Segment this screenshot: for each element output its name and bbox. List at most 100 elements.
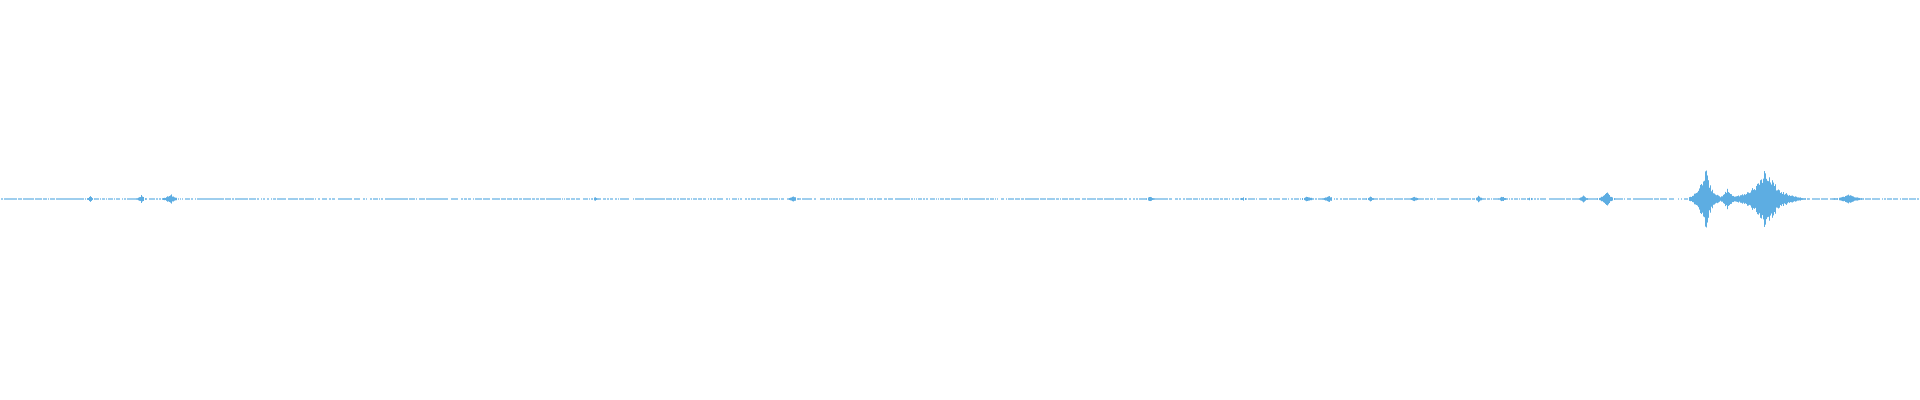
waveform-bar — [763, 198, 764, 200]
waveform-bar — [599, 198, 600, 200]
waveform-bar — [173, 196, 174, 202]
waveform-bar — [1109, 198, 1110, 200]
waveform-bar — [680, 198, 681, 200]
waveform-bar — [1575, 198, 1576, 200]
waveform-bar — [667, 198, 668, 200]
waveform-bar — [1551, 198, 1552, 200]
waveform-bar — [89, 196, 90, 202]
waveform-bar — [1910, 198, 1911, 200]
waveform-bar — [1845, 195, 1846, 203]
waveform-bar — [916, 198, 917, 200]
waveform-bar — [1368, 197, 1369, 201]
waveform-bar — [804, 198, 805, 200]
waveform-bar — [1673, 198, 1674, 200]
waveform-bar — [341, 198, 342, 200]
waveform-bar — [1633, 198, 1634, 200]
waveform-bar — [805, 198, 806, 200]
waveform-bar — [230, 198, 231, 200]
waveform-bar — [239, 198, 240, 200]
waveform-bar — [103, 198, 104, 200]
waveform-bar — [1692, 195, 1693, 203]
waveform-bar — [1294, 198, 1295, 200]
waveform-bar — [1432, 198, 1433, 200]
waveform-bar — [1884, 198, 1885, 200]
waveform-bar — [296, 198, 297, 200]
waveform-bar — [200, 198, 201, 200]
waveform-bar — [534, 198, 535, 200]
waveform-bar — [1775, 184, 1776, 214]
waveform-bar — [1745, 194, 1746, 204]
waveform-bar — [1022, 198, 1023, 200]
waveform-bar — [1048, 198, 1049, 200]
waveform-bar — [1707, 175, 1708, 223]
waveform-bar — [351, 198, 352, 200]
waveform-bar — [1099, 198, 1100, 200]
waveform-bar — [738, 198, 739, 200]
waveform-bar — [145, 198, 146, 200]
waveform-bar — [1494, 198, 1495, 200]
waveform-bar — [215, 198, 216, 200]
waveform-bar — [1586, 198, 1587, 200]
waveform-bar — [1251, 198, 1252, 200]
waveform-bar — [1466, 198, 1467, 200]
waveform-bar — [847, 198, 848, 200]
waveform-bar — [675, 198, 676, 200]
waveform-bar — [1897, 198, 1898, 200]
waveform-bar — [1253, 198, 1254, 200]
waveform-bar — [1158, 198, 1159, 200]
waveform-bar — [997, 198, 998, 200]
waveform-bar — [171, 194, 172, 204]
waveform-bar — [1302, 198, 1303, 200]
waveform-bar — [903, 198, 904, 200]
waveform-bar — [1113, 198, 1114, 200]
waveform-bar — [167, 196, 168, 202]
waveform-bar — [1801, 198, 1802, 200]
waveform-bar — [1384, 198, 1385, 200]
waveform-bar — [1464, 198, 1465, 200]
waveform-bar — [566, 198, 567, 200]
waveform-bar — [1165, 198, 1166, 200]
waveform-bar — [8, 198, 9, 200]
waveform-bar — [1012, 198, 1013, 200]
waveform-bar — [1858, 197, 1859, 201]
waveform-bar — [1896, 198, 1897, 200]
waveform-bar — [1789, 195, 1790, 203]
waveform-bar — [1283, 198, 1284, 200]
waveform-bar — [1235, 198, 1236, 200]
waveform-bar — [1033, 198, 1034, 200]
waveform-bar — [752, 198, 753, 200]
waveform-bar — [1534, 198, 1535, 200]
waveform-bar — [1608, 193, 1609, 205]
waveform-bar — [1666, 198, 1667, 200]
waveform-bar — [92, 198, 93, 200]
waveform-bar — [1902, 198, 1903, 200]
waveform-bar — [1731, 194, 1732, 204]
waveform-bar — [1133, 198, 1134, 200]
waveform-bar — [797, 198, 798, 200]
waveform-bar — [775, 198, 776, 200]
waveform-bar — [94, 198, 95, 200]
waveform-bar — [705, 198, 706, 200]
waveform-bar — [1439, 198, 1440, 200]
waveform-bar — [130, 198, 131, 200]
waveform-bar — [1622, 198, 1623, 200]
waveform-bar — [836, 198, 837, 200]
waveform-bar — [242, 198, 243, 200]
waveform-bar — [640, 198, 641, 200]
waveform-bar — [1641, 198, 1642, 200]
waveform-bar — [1491, 198, 1492, 200]
waveform-bar — [1842, 196, 1843, 202]
waveform-bar — [823, 198, 824, 200]
waveform-bar — [153, 198, 154, 200]
waveform-bar — [1782, 193, 1783, 205]
waveform-bar — [1025, 198, 1026, 200]
waveform-bar — [1106, 198, 1107, 200]
waveform-bar — [195, 198, 196, 200]
waveform-bar — [1854, 197, 1855, 201]
waveform-bar — [235, 198, 236, 200]
waveform-bar — [1480, 197, 1481, 201]
waveform-bar — [1120, 198, 1121, 200]
waveform-bar — [364, 198, 365, 200]
waveform-bar — [515, 198, 516, 200]
